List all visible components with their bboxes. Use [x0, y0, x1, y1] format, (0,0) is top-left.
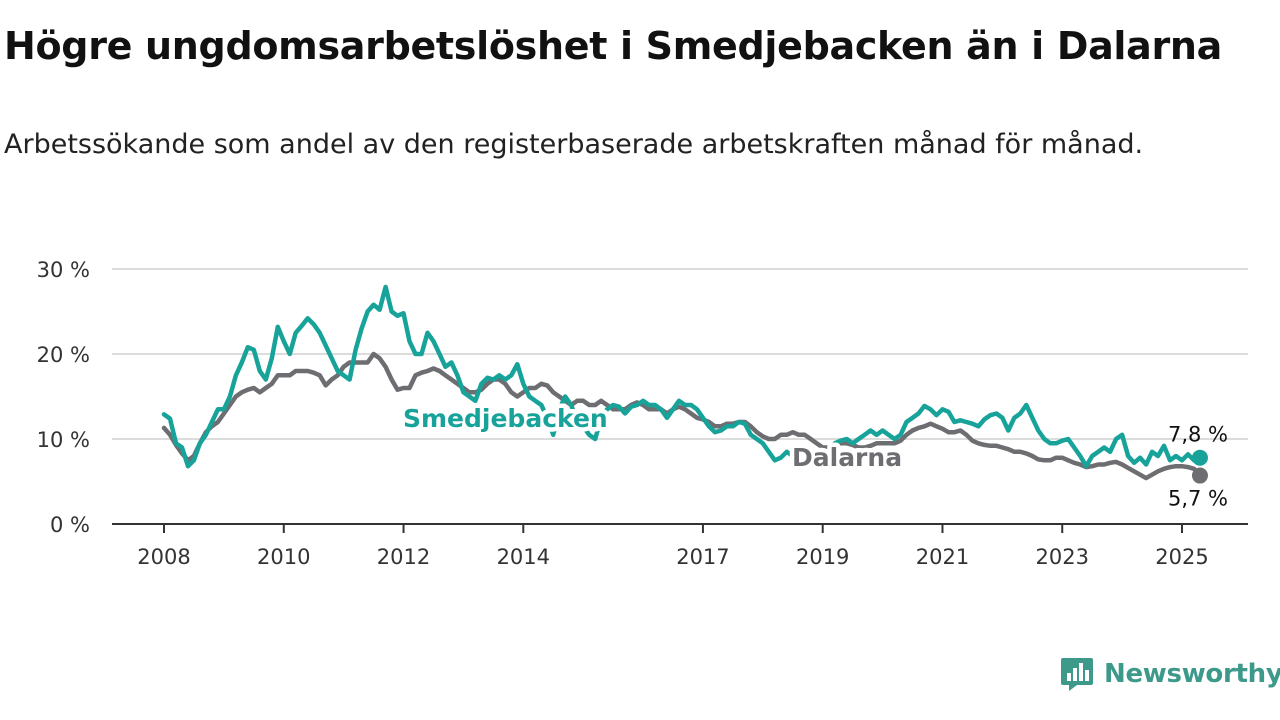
grid-lines: [112, 268, 1248, 440]
x-tick-label: 2019: [796, 545, 849, 569]
newsworthy-brand: Newsworthy: [1060, 654, 1280, 694]
y-tick-label: 0 %: [50, 513, 90, 537]
line-chart: 0 % 10 % 20 % 30 % 2008 2010 2012 2014 2017 2019 2…: [37, 258, 1248, 569]
newsworthy-logo-icon: [1061, 658, 1093, 691]
series-label-dalarna: Dalarna: [792, 443, 902, 472]
end-label-dalarna: 5,7 %: [1168, 487, 1228, 511]
chart-subtitle: Arbetssökande som andel av den registerb…: [4, 129, 1144, 160]
y-tick-label: 30 %: [37, 258, 90, 282]
series-line-smedjebacken: [161, 284, 1203, 469]
x-tick-label: 2012: [377, 545, 430, 569]
series-lines: [161, 284, 1208, 484]
x-tick-label: 2023: [1036, 545, 1089, 569]
y-tick-label: 20 %: [37, 343, 90, 367]
end-point-smedjebacken: [1191, 449, 1208, 466]
x-axis: 0 % 10 % 20 % 30 % 2008 2010 2012 2014 2017 2019 2…: [37, 258, 1248, 569]
x-tick-label: 2025: [1155, 545, 1208, 569]
end-point-dalarna: [1191, 467, 1208, 484]
x-tick-label: 2010: [257, 545, 310, 569]
x-tick-label: 2014: [497, 545, 550, 569]
y-tick-label: 10 %: [37, 428, 90, 452]
x-tick-label: 2008: [137, 545, 190, 569]
chart-title: Högre ungdomsarbetslöshet i Smedjebacken…: [4, 24, 1223, 68]
annotations: Smedjebacken Dalarna 7,8 % 5,7 %: [399, 400, 1229, 511]
series-line-dalarna: [161, 351, 1203, 481]
x-tick-label: 2017: [676, 545, 729, 569]
end-label-smedjebacken: 7,8 %: [1168, 423, 1228, 447]
series-label-smedjebacken: Smedjebacken: [403, 404, 608, 433]
x-tick-label: 2021: [916, 545, 969, 569]
brand-name: Newsworthy: [1104, 659, 1280, 689]
